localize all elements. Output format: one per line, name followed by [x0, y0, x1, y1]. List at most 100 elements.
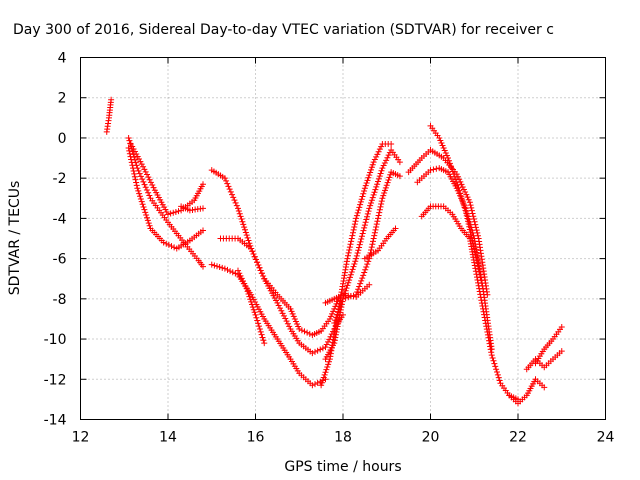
data-point: [348, 238, 355, 245]
data-point: [465, 196, 472, 203]
data-point: [368, 164, 375, 171]
data-point: [139, 176, 146, 183]
data-point: [284, 320, 291, 327]
data-point: [445, 155, 451, 162]
data-point: [469, 237, 476, 244]
data-point: [347, 241, 354, 248]
data-point: [466, 199, 473, 206]
data-point: [127, 140, 134, 147]
data-point: [480, 308, 487, 315]
data-point: [473, 254, 480, 261]
data-point: [133, 151, 140, 158]
data-point: [233, 202, 240, 209]
data-point: [317, 346, 324, 353]
data-point: [244, 288, 251, 295]
data-point: [468, 231, 475, 238]
data-point: [368, 197, 375, 204]
data-point: [216, 264, 223, 271]
data-point: [361, 185, 368, 192]
data-point: [125, 145, 132, 151]
data-point: [146, 176, 153, 183]
data-point: [367, 169, 374, 176]
data-point: [140, 178, 147, 185]
data-point: [335, 320, 342, 327]
data-point: [227, 188, 234, 195]
data-point: [377, 203, 384, 210]
data-point: [348, 269, 355, 276]
data-point: [463, 212, 470, 219]
data-point: [482, 320, 489, 327]
data-point: [289, 310, 296, 317]
data-point: [243, 285, 250, 292]
data-point: [137, 195, 144, 202]
data-point: [495, 374, 502, 381]
data-point: [375, 178, 381, 185]
data-point: [326, 358, 332, 365]
data-point: [242, 226, 248, 233]
data-point: [141, 181, 148, 188]
data-point: [373, 224, 380, 231]
data-point: [378, 198, 385, 205]
data-point: [473, 257, 480, 264]
data-point: [381, 159, 388, 166]
data-point: [373, 153, 380, 160]
data-point: [142, 209, 149, 216]
data-point: [245, 291, 252, 298]
data-point: [168, 243, 175, 250]
data-point: [445, 157, 452, 164]
data-point: [464, 194, 471, 201]
data-point: [238, 216, 245, 223]
data-point: [378, 201, 385, 208]
data-point: [465, 220, 472, 227]
data-point: [396, 159, 403, 166]
data-point: [485, 334, 492, 341]
data-point: [348, 235, 355, 242]
data-point: [245, 237, 252, 244]
data-point: [136, 156, 143, 163]
data-series: [361, 225, 399, 262]
data-point: [438, 139, 445, 146]
data-point: [237, 272, 244, 279]
data-point: [241, 280, 248, 287]
data-point: [481, 314, 488, 321]
data-point: [483, 326, 490, 333]
data-point: [475, 265, 482, 272]
data-point: [375, 212, 382, 219]
data-point: [278, 307, 285, 314]
data-point: [482, 317, 489, 324]
x-tick-label: 16: [247, 430, 265, 446]
data-point: [454, 182, 461, 189]
data-point: [357, 201, 364, 208]
data-point: [376, 146, 383, 153]
data-point: [242, 283, 249, 290]
data-point: [336, 306, 343, 313]
data-point: [385, 152, 392, 159]
data-point: [370, 159, 377, 166]
data-series: [405, 147, 491, 298]
data-point: [430, 166, 437, 173]
data-point: [129, 162, 136, 169]
data-point: [339, 298, 346, 305]
data-point: [379, 165, 386, 172]
data-point: [140, 203, 147, 210]
data-point: [250, 251, 257, 258]
data-point: [249, 301, 255, 308]
data-point: [333, 314, 340, 321]
data-point: [374, 181, 381, 188]
data-point: [358, 277, 365, 284]
data-point: [478, 280, 485, 287]
x-axis-tick-labels: 12 14 16 18 20 22 24: [72, 430, 615, 446]
data-point: [461, 204, 468, 211]
data-point: [149, 182, 156, 189]
data-point: [175, 208, 182, 215]
data-point: [354, 289, 361, 296]
data-point: [160, 239, 167, 246]
data-point: [384, 179, 391, 186]
data-point: [167, 210, 174, 217]
data-point: [165, 241, 172, 248]
data-point: [345, 279, 352, 286]
data-point: [331, 337, 338, 344]
data-point: [331, 340, 338, 347]
data-point: [336, 315, 343, 322]
data-point: [290, 313, 297, 320]
